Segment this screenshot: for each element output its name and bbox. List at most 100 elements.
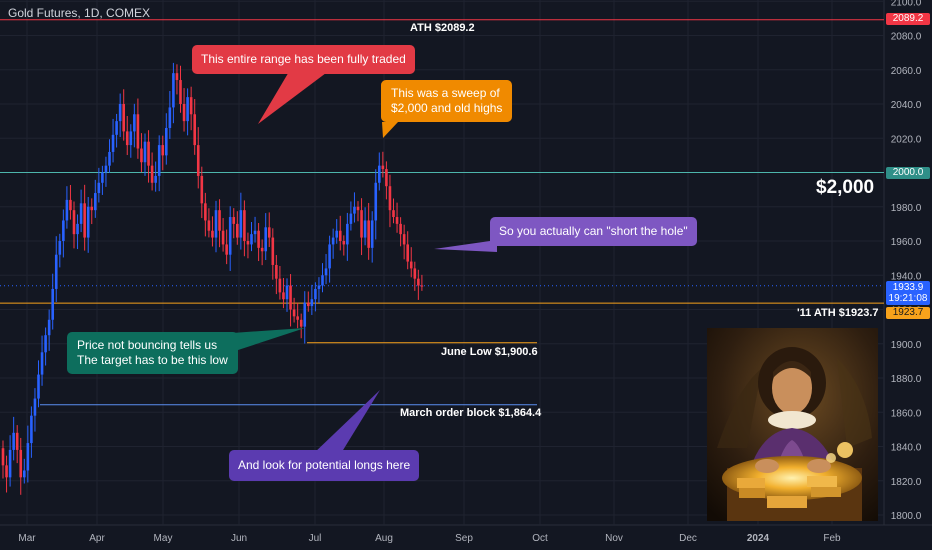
candle-body	[413, 268, 417, 279]
callout-look-for-longs: And look for potential longs here	[229, 450, 420, 481]
candle-body	[296, 316, 299, 320]
time-tick-label: 2024	[747, 533, 770, 544]
candle-body	[196, 145, 200, 176]
candle-body	[264, 227, 267, 252]
price-tick-label: 1900.0	[891, 340, 922, 351]
candle-body	[69, 199, 72, 211]
candle-body	[33, 398, 37, 416]
june-low-label: June Low $1,900.6	[441, 346, 538, 358]
callout-pointer-range	[258, 70, 330, 124]
candle-body	[122, 104, 125, 132]
candle-body	[90, 206, 94, 211]
candle-body	[363, 220, 367, 238]
candle-body	[292, 309, 296, 317]
candle-body	[62, 220, 65, 241]
candle-body	[218, 210, 221, 231]
price-tick-label: 1960.0	[891, 237, 922, 248]
time-tick-label: Nov	[605, 533, 623, 544]
candle-body	[143, 141, 147, 163]
candle-body	[101, 172, 104, 183]
candle-body	[161, 145, 165, 156]
price-axis: 1800.01820.01840.01860.01880.01900.01920…	[891, 0, 922, 522]
candle-body	[115, 121, 118, 135]
callout-sweep: This was a sweep of $2,000 and old highs	[381, 80, 513, 122]
candle-body	[370, 220, 374, 248]
candle-body	[47, 319, 51, 336]
candle-body	[353, 206, 356, 214]
candle-body	[378, 165, 381, 183]
candle-body	[310, 299, 314, 307]
candle-body	[317, 285, 321, 289]
callout-text: $2,000 and old highs	[391, 101, 503, 115]
candle-body	[154, 175, 157, 183]
candle-body	[129, 131, 133, 146]
candle-body	[51, 288, 54, 320]
candle-body	[260, 247, 264, 252]
candle-body	[282, 292, 285, 300]
price-tick-label: 2100.0	[891, 0, 922, 8]
candle-body	[12, 432, 15, 450]
candle-body	[19, 449, 23, 478]
candle-body	[37, 374, 40, 399]
candle-body	[72, 210, 76, 235]
candle-body	[342, 241, 346, 245]
candle-body	[271, 237, 275, 265]
time-tick-label: Jun	[231, 533, 247, 544]
callout-text: The target has to be this low	[77, 353, 228, 367]
candle-body	[314, 288, 317, 300]
time-tick-label: Aug	[375, 533, 393, 544]
time-tick-label: Feb	[823, 533, 841, 544]
candle-body	[335, 230, 338, 238]
ath-2011-price-tag: 1923.7	[886, 307, 930, 319]
candle-body	[54, 254, 58, 289]
time-tick-label: Jul	[309, 533, 322, 544]
price-tick-label: 2060.0	[891, 66, 922, 77]
candle-body	[182, 104, 186, 122]
candle-body	[111, 134, 115, 152]
candle-body	[108, 151, 111, 166]
candle-body	[211, 230, 214, 238]
candle-body	[381, 165, 385, 170]
candle-body	[58, 241, 62, 255]
candle-body	[356, 206, 360, 211]
candle-body	[228, 217, 232, 255]
callout-text: Price not bouncing tells us	[77, 338, 218, 352]
candle-body	[395, 217, 399, 224]
candle-body	[168, 107, 172, 128]
callout-pointer-sweep	[382, 122, 398, 138]
candle-body	[125, 131, 129, 146]
callout-june-low-target: Price not bouncing tells us The target h…	[67, 332, 238, 374]
candle-body	[367, 220, 370, 248]
bar-countdown: 19:21:08	[888, 293, 928, 304]
candle-body	[267, 227, 271, 238]
candle-body	[189, 97, 193, 115]
candle-body	[349, 213, 353, 224]
candle-body	[253, 230, 257, 235]
price-tick-label: 2080.0	[891, 32, 922, 43]
candle-body	[420, 285, 424, 287]
price-tick-label: 1940.0	[891, 271, 922, 282]
candle-body	[331, 237, 335, 245]
candle-body	[15, 432, 19, 450]
candle-body	[225, 244, 228, 255]
ath-2011-label: '11 ATH $1923.7	[797, 307, 879, 319]
candle-body	[193, 114, 196, 146]
candle-body	[65, 199, 69, 221]
candle-body	[204, 203, 207, 221]
candle-body	[8, 449, 12, 478]
candle-body	[172, 73, 175, 108]
two-thousand-price-tag: 2000.0	[886, 167, 930, 179]
chart-title: Gold Futures, 1D, COMEX	[8, 6, 151, 20]
candle-body	[338, 230, 342, 241]
candle-body	[150, 165, 154, 183]
price-tick-label: 1980.0	[891, 203, 922, 214]
time-tick-label: Oct	[532, 533, 548, 544]
time-tick-label: May	[154, 533, 173, 544]
candle-body	[86, 206, 90, 238]
candle-body	[236, 223, 239, 238]
candle-body	[26, 443, 30, 471]
candle-body	[40, 352, 44, 375]
candle-body	[402, 234, 406, 245]
candle-body	[257, 230, 260, 248]
price-tick-label: 1800.0	[891, 511, 922, 522]
